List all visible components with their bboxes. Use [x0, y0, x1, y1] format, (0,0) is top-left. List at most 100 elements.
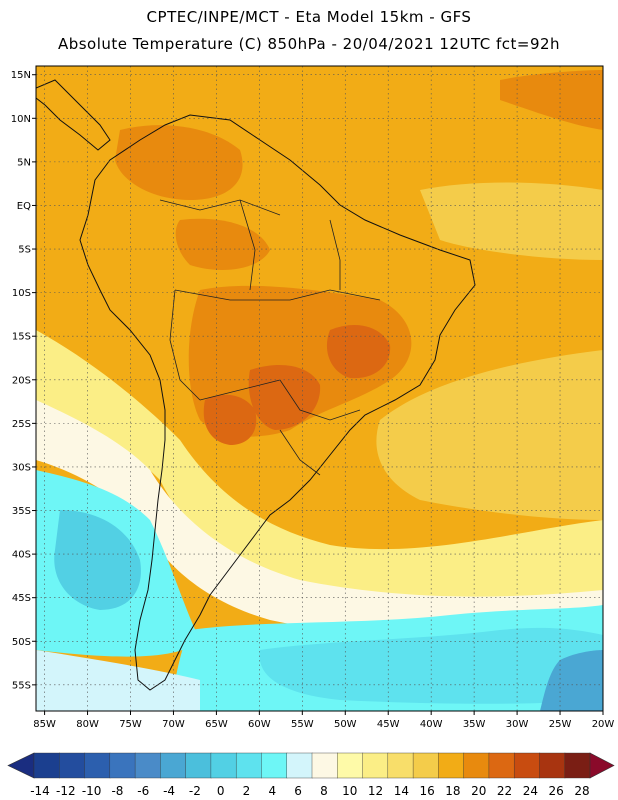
- lon-tick-label: 85W: [33, 719, 56, 730]
- colorbar-swatch: [387, 752, 414, 779]
- lon-tick-label: 30W: [506, 719, 529, 730]
- field-hottest-chaco: [203, 394, 257, 445]
- colorbar-label: 8: [320, 784, 328, 798]
- lat-tick-label: 35S: [12, 506, 31, 517]
- lat-tick-label: 10S: [12, 288, 31, 299]
- colorbar-swatch: [109, 752, 136, 779]
- colorbar-swatch: [235, 752, 263, 779]
- colorbar-swatch: [160, 752, 187, 779]
- colorbar-label: -12: [56, 784, 76, 798]
- temperature-field: [36, 66, 603, 711]
- colorbar-label: 10: [342, 784, 357, 798]
- colorbar-label: -10: [82, 784, 102, 798]
- colorbar-label: 2: [243, 784, 251, 798]
- lon-tick-label: 40W: [420, 719, 443, 730]
- field-pale-cyan-band: [36, 650, 200, 711]
- lat-tick-label: 5S: [18, 245, 31, 256]
- lon-tick-label: 20W: [592, 719, 615, 730]
- colorbar-swatch: [311, 752, 338, 779]
- lon-tick-label: 65W: [205, 719, 228, 730]
- lon-tick-label: 50W: [334, 719, 357, 730]
- lat-tick-label: 15N: [11, 70, 31, 81]
- coastline-layer: [36, 79, 476, 691]
- colorbar-label: -4: [163, 784, 175, 798]
- colorbar: -14 -12 -10 -8 -6 -4 -2 0 2 4 6 8 10 12 14 16 18 20 22 24 26…: [7, 752, 615, 798]
- colorbar-swatch: [362, 752, 389, 779]
- colorbar-swatch: [488, 752, 515, 779]
- south-america-coastline: [79, 114, 476, 691]
- colorbar-label: -14: [30, 784, 50, 798]
- lat-tick-label: 25S: [12, 419, 31, 430]
- colorbar-label: 6: [294, 784, 302, 798]
- colorbar-label: 28: [574, 784, 589, 798]
- colorbar-label: 12: [368, 784, 383, 798]
- lat-tick-label: 20S: [12, 375, 31, 386]
- field-warm-light-north: [420, 182, 603, 260]
- field-colder-pacific: [54, 510, 141, 610]
- colorbar-label: 14: [394, 784, 409, 798]
- lon-tick-label: 75W: [119, 719, 142, 730]
- field-hot-amazon: [175, 218, 270, 270]
- colorbar-label: -6: [137, 784, 149, 798]
- map-frame: [35, 65, 604, 712]
- chart-title-line2: Absolute Temperature (C) 850hPa - 20/04/…: [57, 35, 561, 53]
- colorbar-label: 22: [497, 784, 512, 798]
- chart-title-line1: CPTEC/INPE/MCT - Eta Model 15km - GFS: [146, 8, 472, 26]
- field-hot-north: [115, 125, 243, 200]
- country-borders: [159, 199, 381, 476]
- lat-tick-label: 30S: [12, 462, 31, 473]
- colorbar-swatch: [59, 752, 86, 779]
- colorbar-swatch: [564, 752, 591, 779]
- colorbar-label: 18: [445, 784, 460, 798]
- graticule: [36, 66, 604, 711]
- field-hot-caribbean: [500, 70, 603, 130]
- lat-tick-label: 10N: [11, 114, 31, 125]
- colorbar-label: -2: [189, 784, 201, 798]
- colorbar-swatch: [539, 752, 566, 779]
- colorbar-swatch: [513, 752, 541, 779]
- colorbar-swatch: [134, 752, 161, 779]
- lon-tick-label: 25W: [549, 719, 572, 730]
- lat-tick-label: 55S: [12, 680, 31, 691]
- colorbar-swatch: [286, 752, 313, 779]
- lon-tick-label: 60W: [248, 719, 271, 730]
- colorbar-swatch: [438, 752, 465, 779]
- colorbar-swatch: [210, 752, 237, 779]
- field-warm-light-atlantic: [376, 350, 603, 520]
- colorbar-label: 0: [217, 784, 225, 798]
- lon-tick-label: 35W: [463, 719, 486, 730]
- lat-tick-label: 15S: [12, 332, 31, 343]
- longitude-axis: 85W 80W 75W 70W 65W 60W 55W 50W 45W 40W 35W 30W 25W 2…: [33, 711, 614, 730]
- lat-tick-label: EQ: [17, 201, 31, 212]
- lat-tick-label: 40S: [12, 550, 31, 561]
- central-america-coastline: [36, 79, 111, 151]
- colorbar-label: 26: [549, 784, 564, 798]
- field-hot-central: [188, 285, 412, 437]
- lat-tick-label: 45S: [12, 593, 31, 604]
- lat-tick-label: 50S: [12, 637, 31, 648]
- colorbar-label: 16: [420, 784, 435, 798]
- colorbar-label: 20: [471, 784, 486, 798]
- colorbar-low-arrow: [7, 752, 35, 779]
- colorbar-swatch: [185, 752, 212, 779]
- colorbar-swatch: [412, 752, 439, 779]
- colorbar-swatch: [84, 752, 111, 779]
- latitude-axis: 15N 10N 5N EQ 5S 10S 15S 20S 25S 30S 35S 40S 45S 50S 5…: [11, 70, 36, 691]
- lon-tick-label: 55W: [291, 719, 314, 730]
- colorbar-swatch: [261, 752, 288, 779]
- lat-tick-label: 5N: [17, 157, 31, 168]
- colorbar-label: -8: [111, 784, 123, 798]
- colorbar-swatch: [33, 752, 60, 779]
- colorbar-high-arrow: [589, 752, 615, 779]
- colorbar-label: 24: [523, 784, 538, 798]
- lon-tick-label: 80W: [76, 719, 99, 730]
- colorbar-swatch: [463, 752, 490, 779]
- field-hottest-brazil: [326, 325, 391, 379]
- lon-tick-label: 45W: [377, 719, 400, 730]
- colorbar-label: 4: [268, 784, 276, 798]
- lon-tick-label: 70W: [162, 719, 185, 730]
- colorbar-swatch: [337, 752, 364, 779]
- field-pale-yellow-south: [36, 330, 603, 611]
- field-deep-blue-southeast: [540, 650, 603, 711]
